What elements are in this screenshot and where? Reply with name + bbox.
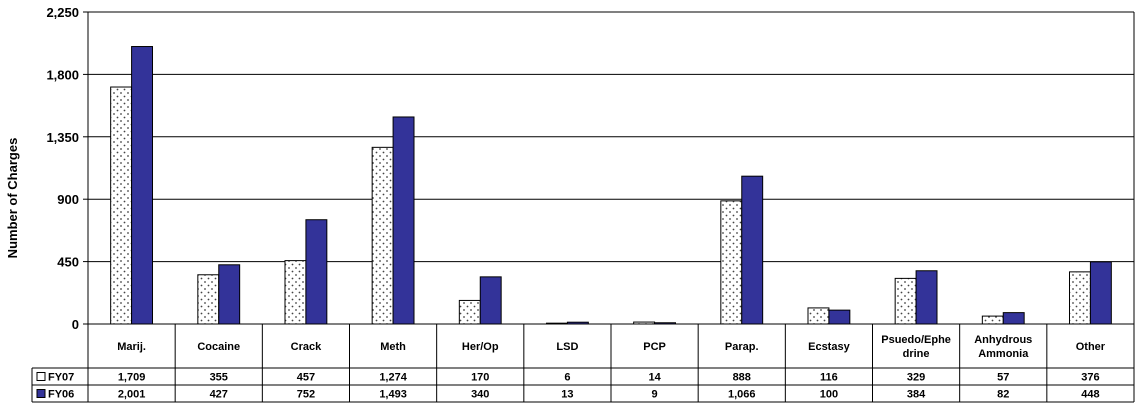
category-label: Cocaine (197, 341, 240, 353)
y-tick-label: 0 (72, 317, 79, 332)
y-tick-label: 2,250 (46, 5, 79, 20)
bar (1089, 261, 1112, 325)
bars (110, 46, 1112, 325)
value-label: 2,001 (118, 389, 146, 401)
y-tick-label: 1,350 (46, 130, 79, 145)
category-label: Other (1076, 341, 1106, 353)
value-label: 340 (471, 389, 489, 401)
legend-label: FY07 (48, 372, 74, 384)
bar (894, 277, 917, 325)
bar (807, 307, 830, 325)
y-axis-label: Number of Charges (5, 138, 20, 259)
category-label: Ammonia (978, 348, 1029, 360)
legend-key (36, 389, 46, 398)
bar (741, 175, 764, 325)
bar (392, 116, 415, 325)
value-label: 457 (297, 372, 315, 384)
bar (1068, 271, 1091, 325)
y-tick-label: 900 (57, 192, 79, 207)
y-tick-label: 1,800 (46, 67, 79, 82)
category-label: PCP (643, 341, 666, 353)
legend-label: FY06 (48, 389, 74, 401)
category-label: LSD (556, 341, 578, 353)
value-label: 1,493 (379, 389, 407, 401)
axes: 0 450 900 1,350 1,800 2,250 (46, 5, 1135, 332)
value-label: 752 (297, 389, 315, 401)
category-label: Psuedo/Ephe (881, 334, 951, 346)
category-label: Meth (380, 341, 406, 353)
category-label: Crack (291, 341, 322, 353)
value-label: 57 (997, 372, 1009, 384)
value-label: 888 (733, 372, 751, 384)
category-label: Marij. (117, 341, 146, 353)
bar (110, 86, 133, 325)
category-label: Anhydrous (974, 334, 1032, 346)
bar (479, 276, 502, 325)
value-label: 9 (652, 389, 658, 401)
value-label: 82 (997, 389, 1009, 401)
value-label: 116 (820, 372, 838, 384)
bar (131, 46, 154, 325)
bar (828, 309, 851, 325)
value-label: 6 (564, 372, 570, 384)
value-label: 1,274 (379, 372, 407, 384)
y-tick-label: 450 (57, 255, 79, 270)
category-label: drine (903, 348, 930, 360)
bar (720, 200, 743, 325)
category-label: Her/Op (462, 341, 499, 353)
value-label: 100 (820, 389, 838, 401)
value-label: 170 (471, 372, 489, 384)
value-label: 384 (907, 389, 926, 401)
category-label: Parap. (725, 341, 759, 353)
bar (218, 264, 241, 325)
value-label: 14 (648, 372, 661, 384)
value-label: 355 (210, 372, 228, 384)
bar (458, 299, 481, 325)
value-label: 1,066 (728, 389, 756, 401)
data-table: Marij. Cocaine Crack Meth Her/Op LSD PCP Parap.… (31, 323, 1135, 403)
gridlines (88, 11, 1134, 325)
legend-key (36, 372, 46, 381)
bar (305, 219, 328, 325)
bar (915, 270, 938, 325)
value-label: 1,709 (118, 372, 146, 384)
value-label: 376 (1081, 372, 1099, 384)
value-label: 427 (210, 389, 228, 401)
bar (284, 260, 307, 325)
value-label: 13 (561, 389, 573, 401)
bar (197, 274, 220, 325)
bar (371, 146, 394, 325)
bar (981, 315, 1004, 325)
bar (1002, 312, 1025, 325)
value-label: 329 (907, 372, 925, 384)
category-label: Ecstasy (808, 341, 850, 353)
value-label: 448 (1081, 389, 1099, 401)
